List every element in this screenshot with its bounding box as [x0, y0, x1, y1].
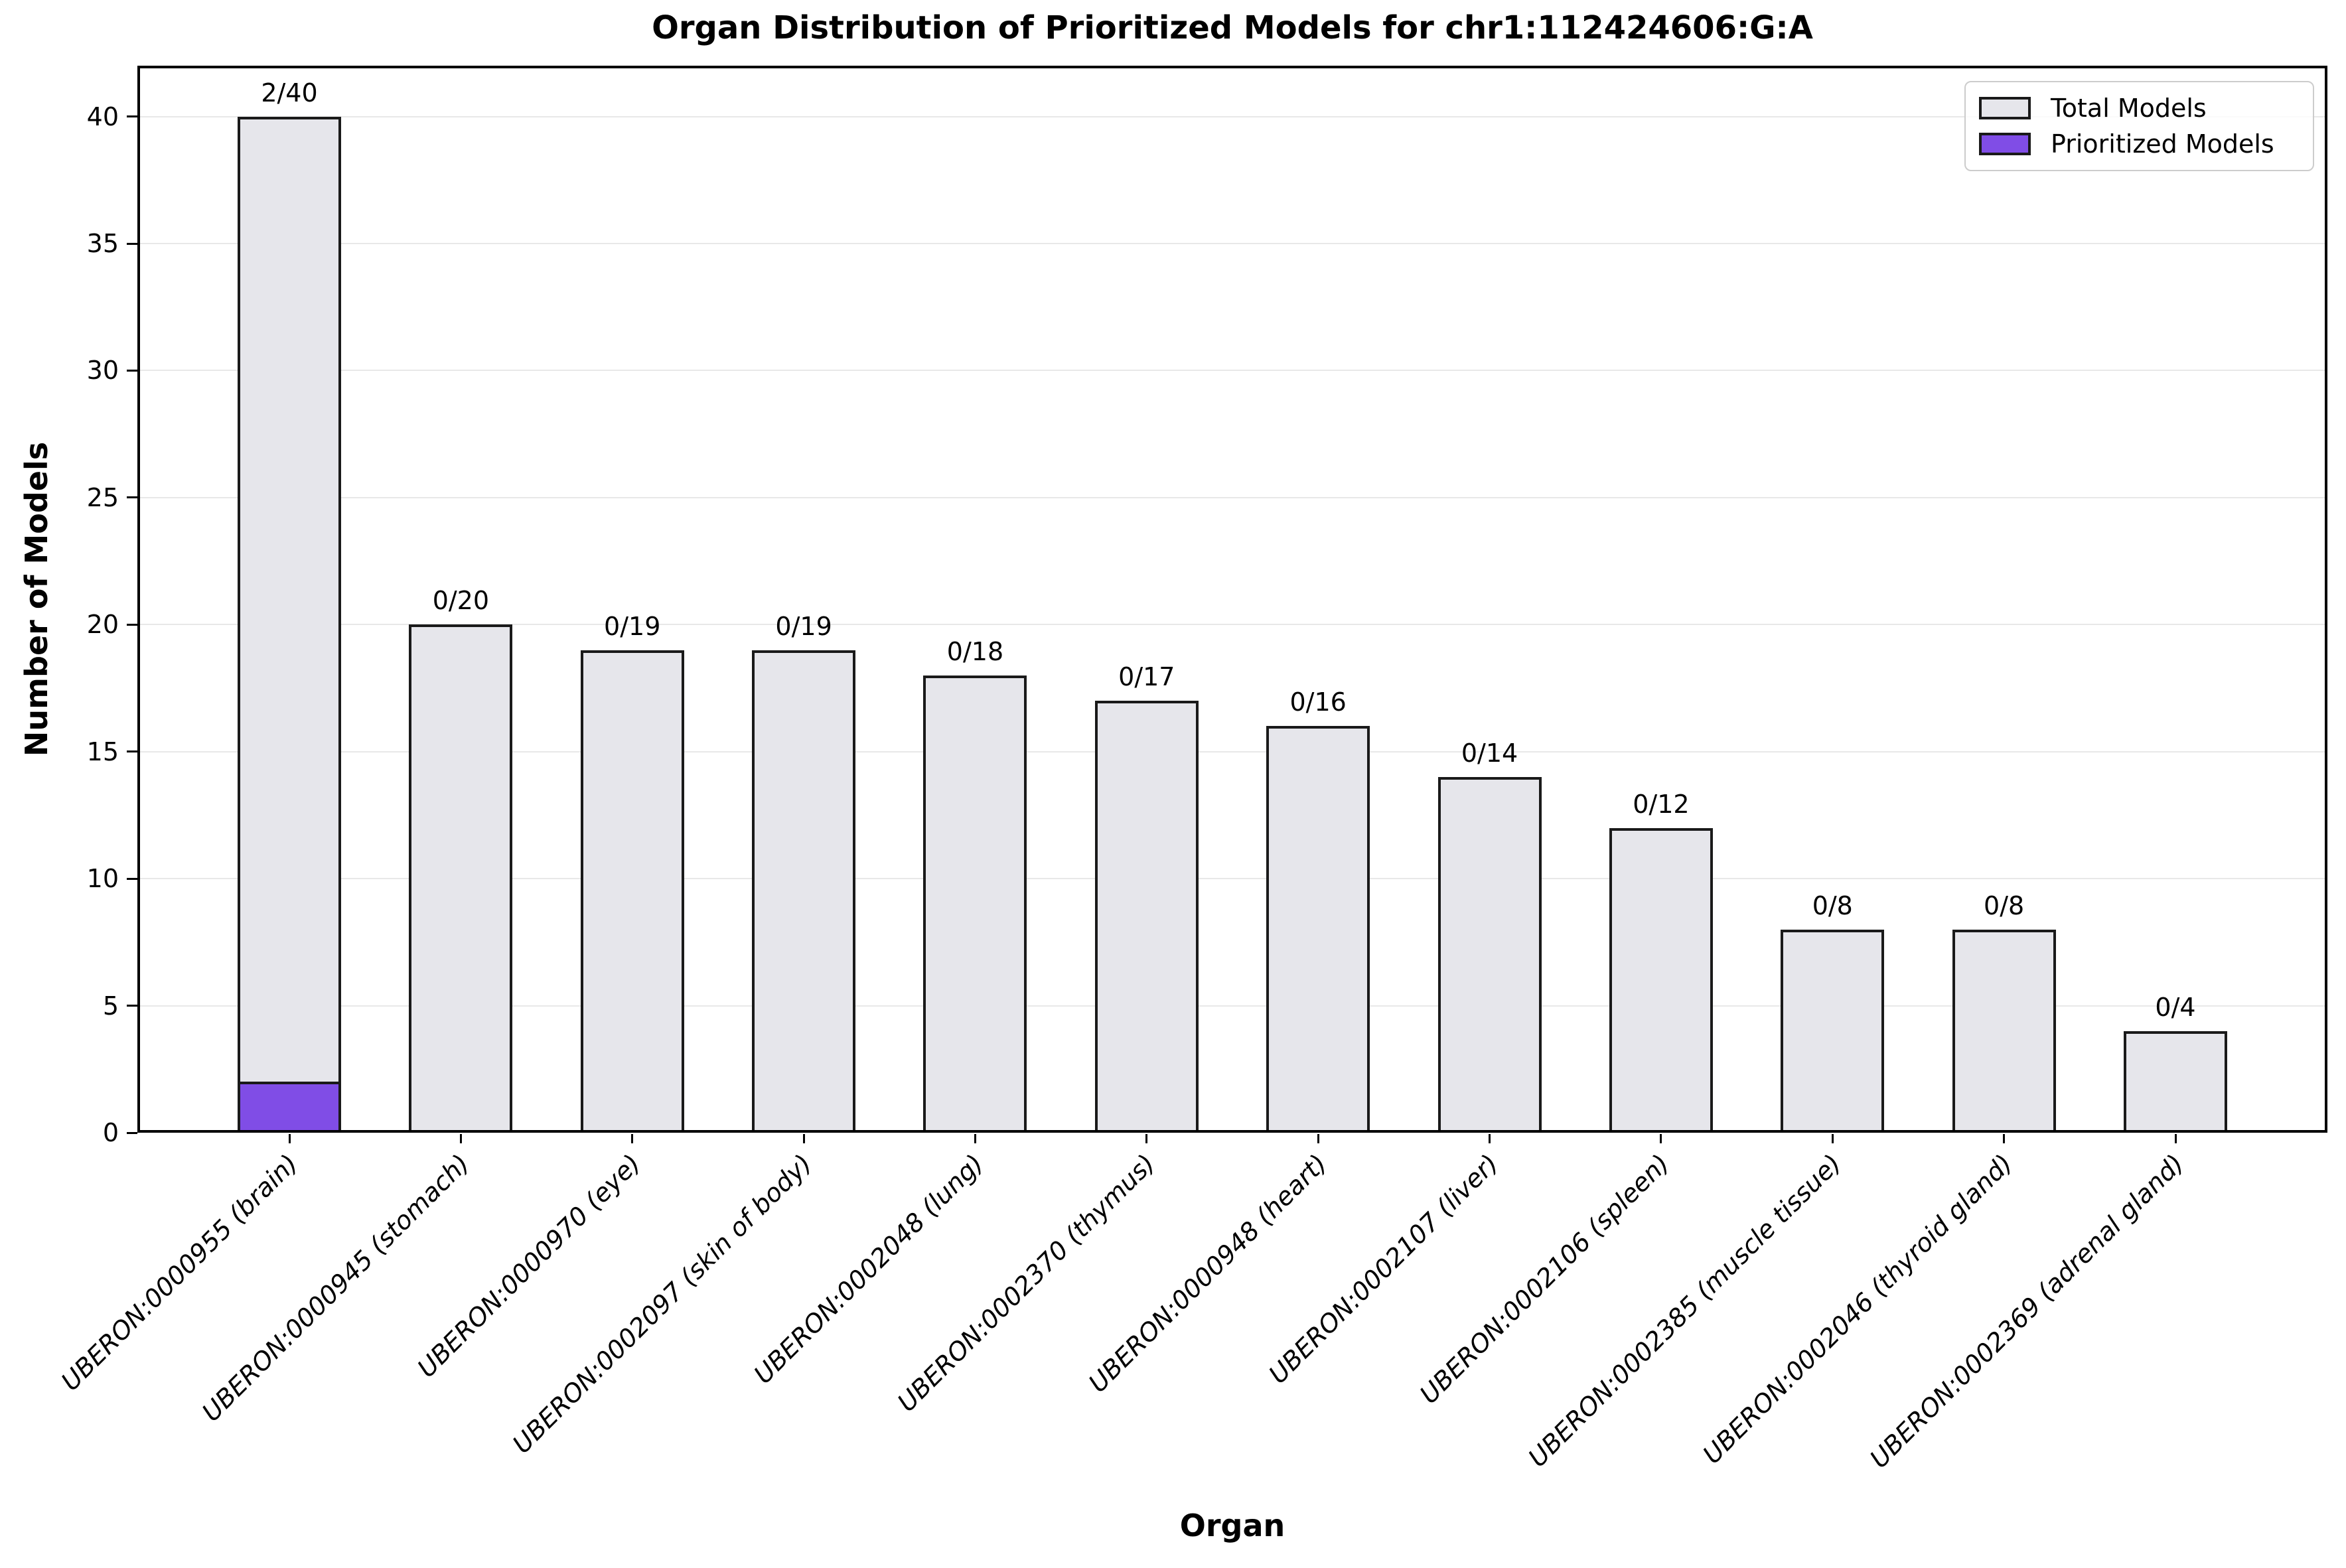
total-models-bar — [1781, 929, 1885, 1133]
y-axis-tick — [127, 1005, 137, 1007]
x-axis-tick — [1831, 1134, 1834, 1143]
total-models-bar — [2124, 1031, 2227, 1133]
y-tick-label: 30 — [86, 356, 119, 386]
legend-label-prioritized-models: Prioritized Models — [2051, 129, 2274, 159]
y-axis-tick — [127, 623, 137, 626]
y-tick-label: 0 — [102, 1118, 119, 1147]
total-models-bar — [923, 675, 1027, 1133]
gridline — [137, 115, 2327, 117]
total-models-bar — [580, 650, 684, 1133]
total-models-swatch — [1979, 96, 2031, 119]
y-tick-label: 25 — [86, 482, 119, 512]
gridline — [137, 243, 2327, 244]
y-axis-tick — [127, 750, 137, 753]
y-tick-label: 15 — [86, 737, 119, 766]
y-axis-tick — [127, 369, 137, 372]
bar-value-label: 0/12 — [1633, 789, 1690, 819]
gridline — [137, 878, 2327, 880]
x-axis-tick — [2003, 1134, 2006, 1143]
x-axis-tick — [1145, 1134, 1148, 1143]
bar-value-label: 0/20 — [432, 586, 490, 616]
gridline — [137, 1005, 2327, 1007]
y-axis-tick — [127, 1131, 137, 1134]
bar-value-label: 0/4 — [2155, 992, 2196, 1022]
total-models-bar — [1094, 701, 1199, 1133]
x-tick-label: UBERON:0002385 (muscle tissue) — [1522, 1149, 1847, 1473]
bar-value-label: 0/14 — [1461, 739, 1518, 768]
x-axis-tick — [2174, 1134, 2177, 1143]
bar-value-label: 2/40 — [261, 78, 318, 107]
x-axis-tick — [974, 1134, 976, 1143]
x-tick-label: UBERON:0002046 (thyroid gland) — [1697, 1149, 2018, 1470]
gridline — [137, 624, 2327, 626]
y-tick-label: 40 — [86, 102, 119, 131]
gridline — [137, 750, 2327, 752]
legend-item-prioritized-models: Prioritized Models — [1979, 129, 2300, 159]
x-tick-label: UBERON:0002097 (skin of body) — [507, 1149, 818, 1459]
x-tick-label: UBERON:0000945 (stomach) — [196, 1149, 475, 1427]
x-axis-tick — [1489, 1134, 1491, 1143]
total-models-bar — [1609, 827, 1713, 1133]
y-axis-tick — [127, 496, 137, 499]
x-axis-tick — [459, 1134, 462, 1143]
x-axis-label: Organ — [1179, 1508, 1285, 1543]
bar-value-label: 0/8 — [1812, 891, 1853, 920]
x-axis-tick — [288, 1134, 291, 1143]
bar-value-label: 0/18 — [946, 636, 1004, 666]
bar-value-label: 0/8 — [1984, 891, 2025, 920]
y-tick-label: 5 — [102, 991, 119, 1021]
x-axis-tick — [631, 1134, 634, 1143]
bar-value-label: 0/17 — [1118, 662, 1175, 692]
total-models-bar — [1952, 929, 2056, 1133]
gridline — [137, 370, 2327, 372]
y-tick-label: 10 — [86, 864, 119, 894]
legend-label-total-models: Total Models — [2051, 93, 2207, 123]
total-models-bar — [1437, 777, 1542, 1133]
x-tick-label: UBERON:0002369 (adrenal gland) — [1864, 1149, 2190, 1474]
chart-title: Organ Distribution of Prioritized Models… — [652, 9, 1813, 46]
x-axis-tick — [1660, 1134, 1662, 1143]
y-axis-tick — [127, 877, 137, 880]
bar-value-label: 0/16 — [1289, 687, 1347, 717]
total-models-bar — [238, 116, 341, 1133]
y-tick-label: 35 — [86, 229, 119, 258]
total-models-bar — [1266, 726, 1370, 1133]
total-models-bar — [752, 650, 856, 1133]
gridline — [137, 496, 2327, 498]
y-axis-tick — [127, 115, 137, 118]
prioritized-models-bar — [238, 1082, 341, 1133]
x-axis-tick — [802, 1134, 805, 1143]
legend: Total Models Prioritized Models — [1964, 81, 2314, 171]
x-axis-tick — [1317, 1134, 1319, 1143]
bar-value-label: 0/19 — [604, 611, 661, 641]
y-axis-tick — [127, 242, 137, 245]
total-models-bar — [409, 624, 513, 1133]
legend-item-total-models: Total Models — [1979, 94, 2300, 123]
y-tick-label: 20 — [86, 610, 119, 640]
prioritized-models-swatch — [1979, 133, 2031, 156]
bar-value-label: 0/19 — [775, 611, 832, 641]
